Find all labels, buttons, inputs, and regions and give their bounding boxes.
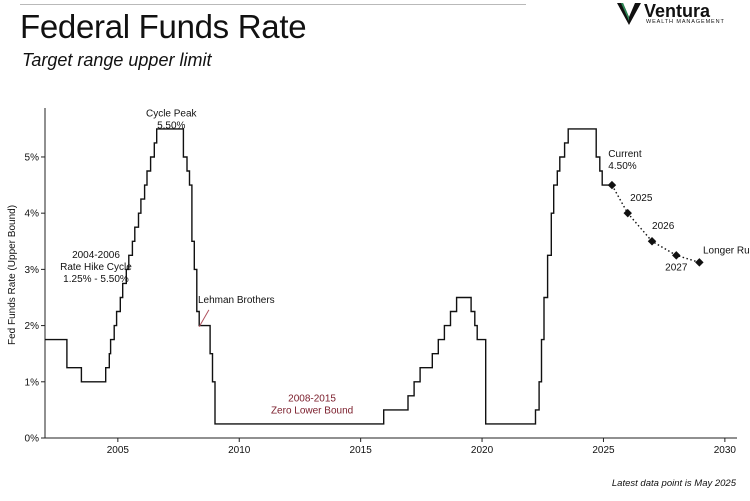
annotation-label: 2026 xyxy=(652,221,675,232)
projection-point xyxy=(672,251,681,260)
fed-funds-line xyxy=(45,128,612,425)
header-rule xyxy=(20,4,526,5)
annotation-label: Zero Lower Bound xyxy=(271,405,353,416)
projection-point xyxy=(695,258,704,267)
x-tick-label: 2005 xyxy=(107,445,130,456)
y-tick-label: 2% xyxy=(25,321,40,332)
x-tick-label: 2030 xyxy=(714,445,737,456)
footnote: Latest data point is May 2025 xyxy=(611,478,736,489)
annotation-label: Rate Hike Cycle xyxy=(60,262,132,273)
x-tick-label: 2025 xyxy=(592,445,615,456)
annotation-label: 2027 xyxy=(665,263,688,274)
brand-tagline: WEALTH MANAGEMENT xyxy=(646,19,725,25)
y-tick-label: 4% xyxy=(25,209,40,220)
annotation-label: Longer Run xyxy=(703,246,750,257)
y-tick-label: 3% xyxy=(25,265,40,276)
ventura-mark-icon xyxy=(617,3,641,25)
y-axis-label: Fed Funds Rate (Upper Bound) xyxy=(7,205,18,345)
x-tick-label: 2010 xyxy=(228,445,251,456)
y-tick-label: 0% xyxy=(25,434,40,445)
annotation-label: 2008-2015 xyxy=(288,393,336,404)
projection-point xyxy=(607,180,617,190)
brand-name: Ventura xyxy=(644,1,711,21)
chart-subtitle: Target range upper limit xyxy=(22,50,212,70)
x-tick-label: 2020 xyxy=(471,445,494,456)
annotation-label: 2025 xyxy=(630,193,653,204)
x-tick-label: 2015 xyxy=(350,445,373,456)
annotation-label: 4.50% xyxy=(608,161,636,172)
brand-logo: Ventura WEALTH MANAGEMENT xyxy=(616,1,746,28)
annotation-label: 1.25% - 5.50% xyxy=(63,274,129,285)
annotation-label: Lehman Brothers xyxy=(198,295,275,306)
annotation-label: 5.50% xyxy=(157,120,185,131)
annotation-label: 2004-2006 xyxy=(72,250,120,261)
annotation-label: Current xyxy=(608,149,642,160)
y-tick-label: 5% xyxy=(25,152,40,163)
y-tick-label: 1% xyxy=(25,377,40,388)
annotation-label: Cycle Peak xyxy=(146,108,198,119)
chart-title: Federal Funds Rate xyxy=(20,8,307,45)
lehman-pointer xyxy=(198,309,210,327)
